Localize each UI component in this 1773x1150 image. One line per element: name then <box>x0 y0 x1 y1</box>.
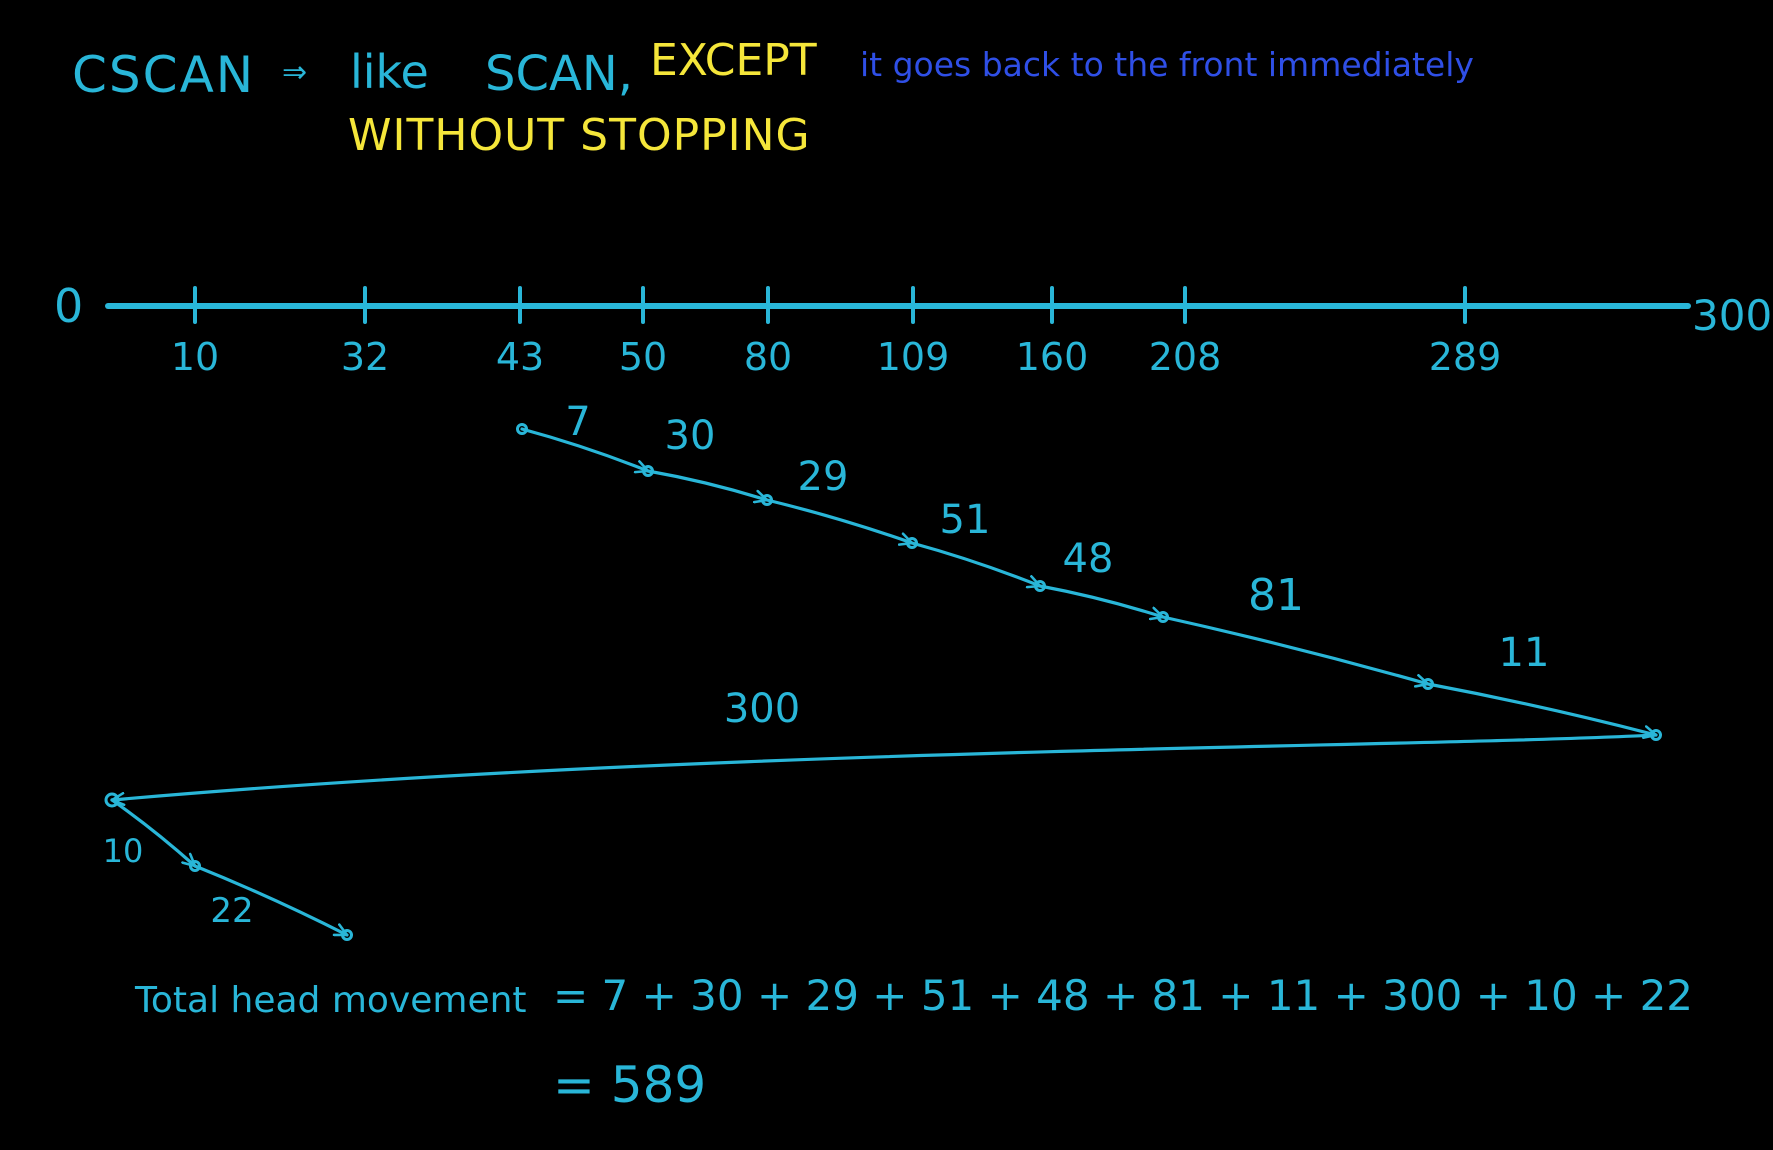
path-node <box>1422 678 1434 690</box>
path-nodes <box>104 423 1662 941</box>
tick-label-109: 109 <box>877 335 950 379</box>
tick-label-208: 208 <box>1149 335 1222 379</box>
formula-prefix: Total head movement <box>134 980 527 1021</box>
segment-label-300: 300 <box>724 686 800 732</box>
tick-label-289: 289 <box>1429 335 1502 379</box>
number-line: 0 300 10 32 43 50 80 109 160 208 289 <box>54 279 1772 379</box>
path-segment-22 <box>193 864 347 937</box>
segment-label-22: 22 <box>210 891 253 931</box>
path-segment-10 <box>110 798 195 866</box>
number-line-end-label: 300 <box>1692 291 1772 340</box>
formula: Total head movement = 7 + 30 + 29 + 51 +… <box>134 971 1693 1114</box>
header-line2: WITHOUT STOPPING <box>348 110 811 161</box>
path-node <box>642 465 654 477</box>
segment-label-30: 30 <box>665 413 716 459</box>
tick-label-50: 50 <box>619 335 667 379</box>
segment-label-7: 7 <box>565 399 590 445</box>
path-segment-11 <box>1426 682 1656 735</box>
path-segment-29 <box>765 498 912 543</box>
segment-label-48: 48 <box>1063 536 1114 582</box>
path-segment-7 <box>520 427 648 471</box>
path-node <box>104 792 120 808</box>
tick-label-43: 43 <box>496 335 544 379</box>
tick-label-160: 160 <box>1016 335 1089 379</box>
segment-label-81: 81 <box>1248 570 1304 621</box>
path-node <box>1650 729 1662 741</box>
header-arrow: ⇒ <box>282 55 307 90</box>
path-segments <box>110 427 1658 937</box>
header-blue-text: it goes back to the front immediately <box>860 45 1474 84</box>
path-segment-48 <box>1038 584 1163 617</box>
path-segment-labels: 7 30 29 51 48 81 11 300 10 22 <box>103 399 1550 931</box>
path-segment-30 <box>646 469 767 500</box>
path-node <box>906 537 918 549</box>
header-except: EXCEPT <box>650 35 817 86</box>
path-segment-51 <box>910 541 1040 586</box>
path-node <box>189 860 201 872</box>
segment-label-10: 10 <box>103 832 144 870</box>
segment-label-29: 29 <box>798 454 849 500</box>
path-segment-300 <box>112 733 1658 800</box>
header-scan: SCAN, <box>485 46 633 102</box>
number-line-ticks: 10 32 43 50 80 109 160 208 289 <box>171 286 1502 379</box>
tick-label-32: 32 <box>341 335 389 379</box>
path-node <box>341 929 353 941</box>
path-node <box>1034 580 1046 592</box>
path-node <box>516 423 528 435</box>
header-like: like <box>350 45 429 99</box>
path-node <box>761 494 773 506</box>
path-node <box>1157 611 1169 623</box>
path-segment-81 <box>1161 615 1428 684</box>
header-term: CSCAN <box>72 46 255 104</box>
segment-label-51: 51 <box>940 497 991 543</box>
tick-label-10: 10 <box>171 335 219 379</box>
segment-label-11: 11 <box>1499 630 1550 676</box>
formula-equation: = 7 + 30 + 29 + 51 + 48 + 81 + 11 + 300 … <box>553 971 1693 1020</box>
head-movement-path: 7 30 29 51 48 81 11 300 10 22 <box>103 399 1662 941</box>
formula-result: = 589 <box>553 1056 706 1114</box>
header: CSCAN ⇒ like SCAN, EXCEPT it goes back t… <box>72 35 1474 161</box>
tick-label-80: 80 <box>744 335 792 379</box>
number-line-start-label: 0 <box>54 279 83 333</box>
